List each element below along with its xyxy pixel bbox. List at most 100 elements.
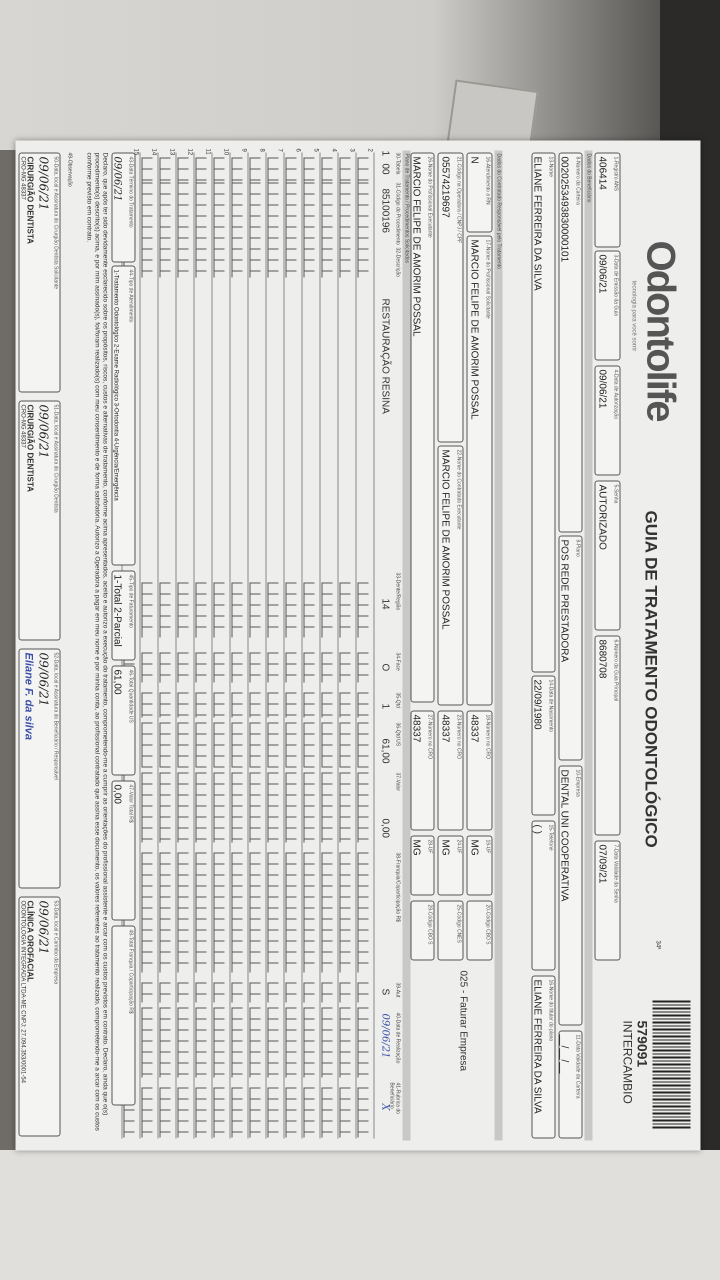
total-value: 0,00 xyxy=(111,784,123,804)
cell-qty: 1 xyxy=(379,703,391,710)
input-cells xyxy=(141,157,153,183)
input-cells xyxy=(249,982,261,1003)
form-field: 26-Nome do Profissional Executante MARCIO… xyxy=(410,152,435,703)
field-label: 14-Data de Nascimento xyxy=(547,679,554,733)
field-label: 1-Registro ANS xyxy=(612,156,619,191)
input-cells xyxy=(159,157,171,183)
row-number: 6 xyxy=(294,148,301,152)
input-cells xyxy=(159,772,171,843)
signature-date: 09/06/21 xyxy=(36,404,51,459)
total-value: 1-Total 2-Parcial xyxy=(111,574,123,647)
field-label: 29-Código CBO S xyxy=(426,904,433,945)
signature-name: Eliane F. da silva xyxy=(22,652,35,740)
input-cells xyxy=(213,1007,225,1078)
row-number: 14 xyxy=(150,148,157,156)
cell-code: 85100196 xyxy=(379,188,391,234)
procedure-row-empty: 9 xyxy=(229,149,249,1139)
input-cells xyxy=(285,1087,297,1138)
input-cells xyxy=(285,582,297,638)
input-cells xyxy=(267,692,279,718)
input-cells xyxy=(285,1007,297,1078)
input-cells xyxy=(249,722,261,768)
field-label: 9-Plano xyxy=(574,539,581,557)
cell-sign: X xyxy=(379,1103,391,1111)
input-cells xyxy=(159,722,171,768)
form-field: 1-Registro ANS 406414 xyxy=(594,152,621,248)
form-field: 16-Nome do titular do plano ELIANE FERREI… xyxy=(531,975,556,1139)
column-header: 38-Franquia/Coparticipação R$ xyxy=(394,852,401,922)
row-number: 5 xyxy=(312,148,319,152)
input-cells xyxy=(141,852,153,973)
field-value: ELIANE FERREIRA DA SILVA xyxy=(531,156,543,291)
input-cells xyxy=(195,982,207,1003)
row-number: 10 xyxy=(222,148,229,156)
input-cells xyxy=(285,692,297,718)
input-cells xyxy=(231,982,243,1003)
total-value: 61,00 xyxy=(111,669,123,695)
field-value: ( ) xyxy=(531,824,543,834)
input-cells xyxy=(303,582,315,638)
form-field: 21-Código na Operadora / CNPJ / CPF 05574… xyxy=(437,152,464,443)
field-value: 09/06/21 xyxy=(596,369,608,409)
input-cells xyxy=(267,1087,279,1138)
input-cells xyxy=(357,852,369,973)
guide-type: INTERCAMBIO xyxy=(620,1020,635,1104)
input-cells xyxy=(303,852,315,973)
input-cells xyxy=(303,1007,315,1078)
input-cells xyxy=(267,182,279,278)
cell-face: O xyxy=(379,663,391,672)
form-field: 7-Data Validade da Senha 07/09/21 xyxy=(594,840,621,961)
row-number: 7 xyxy=(276,148,283,152)
field-value: MG xyxy=(410,839,422,856)
input-cells xyxy=(213,692,225,718)
field-label: 23-Número no CRO xyxy=(455,714,462,759)
form-field: 4-Data de Autorização 09/06/21 xyxy=(594,365,621,476)
input-cells xyxy=(231,692,243,718)
input-cells xyxy=(177,722,189,768)
procedure-headers: 30-Tabela 31-Código do Procedimento 32-Des… xyxy=(389,153,401,1139)
total-label: 43-Data Término do Tratamento xyxy=(127,156,134,228)
column-header: 37-Valor xyxy=(394,772,401,792)
treatment-guide-document: Odontolife tecnologia para você sorrir G… xyxy=(15,140,701,1151)
field-label: 19-UF xyxy=(484,839,491,854)
procedure-row-empty: 7 xyxy=(265,149,285,1139)
guide-number: 579091 xyxy=(634,1020,651,1068)
input-cells xyxy=(249,1087,261,1138)
row-number: 9 xyxy=(240,148,247,152)
field-value: __/__/__ xyxy=(558,1034,570,1074)
row-number: 3 xyxy=(348,148,355,152)
input-cells xyxy=(249,582,261,638)
input-cells xyxy=(159,1007,171,1078)
input-cells xyxy=(267,1007,279,1078)
field-value: MARCIO FELIPE DE AMORIM POSSAL xyxy=(439,449,451,630)
field-value: 22/09/1980 xyxy=(531,679,543,730)
input-cells xyxy=(321,982,333,1003)
total-field: 45-Tipo de Faturamento 1-Total 2-Parcial xyxy=(111,570,136,661)
signature-name: CIRURGIÃO DENTISTA xyxy=(25,404,35,492)
form-field: 25-Código CNES xyxy=(437,900,464,961)
signature-box: 51-Data, local e Assinatura do Cirurgião… xyxy=(18,400,61,641)
input-cells xyxy=(339,1087,351,1138)
form-field: 27-Número no CRO 48337 xyxy=(410,710,435,831)
column-header: 34-Face xyxy=(394,652,401,671)
field-label: 28-UF xyxy=(426,839,433,854)
input-cells xyxy=(141,1007,153,1078)
form-field: 24-UF MG xyxy=(437,835,464,896)
form-field: 22-Nome do Contratado Executante MARCIO F… xyxy=(437,445,464,706)
input-cells xyxy=(321,772,333,843)
input-cells xyxy=(177,852,189,973)
signature-label: 52-Data, local e Assinatura do Beneficiá… xyxy=(52,652,59,780)
total-field: 46-Total Quantidade US 61,00 xyxy=(111,665,136,776)
cell-num: 1 xyxy=(379,150,391,157)
field-label: 5-Senha xyxy=(612,484,619,504)
procedure-row-empty: 12 xyxy=(175,149,195,1139)
billing-note: 025 - Faturar Empresa xyxy=(457,970,469,1072)
input-cells xyxy=(357,652,369,683)
declaration-text: Declaro, que após ter sido devidamente e… xyxy=(85,152,109,1131)
field-label: 15-Telefone xyxy=(547,824,554,851)
form-field: 19-UF MG xyxy=(466,835,493,896)
input-cells xyxy=(177,772,189,843)
field-value: MARCIO FELIPE DE AMORIM POSSAL xyxy=(468,239,480,420)
input-cells xyxy=(213,722,225,768)
input-cells xyxy=(249,157,261,183)
